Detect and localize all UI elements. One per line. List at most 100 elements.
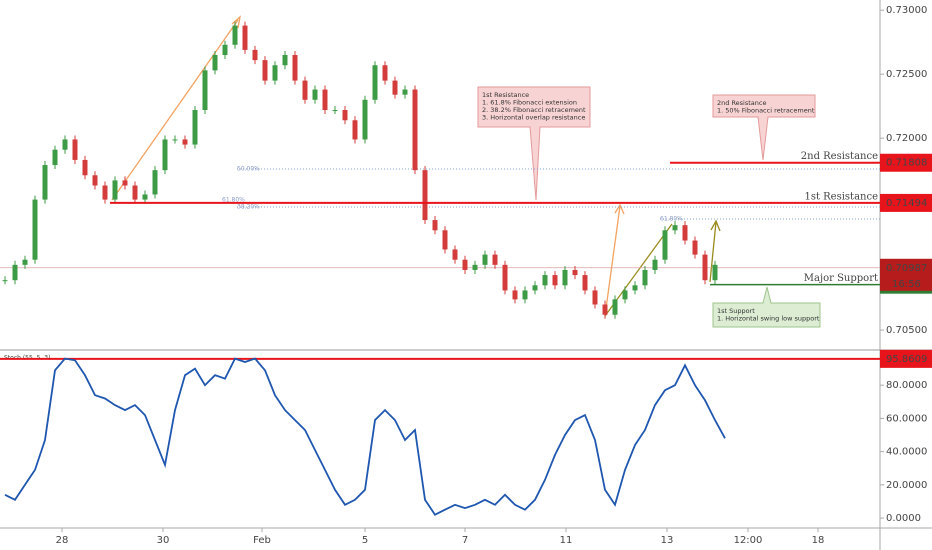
candle-body — [142, 194, 148, 200]
candle-body — [442, 230, 448, 250]
callout-box — [712, 94, 816, 161]
candle-body — [182, 139, 188, 145]
candle-body — [252, 49, 258, 61]
arrow-head — [614, 203, 625, 215]
candle-body — [62, 139, 68, 150]
candle-body — [72, 139, 78, 160]
countdown-label: 16:56 — [892, 279, 921, 290]
annotation-text: 1st Resistance — [482, 91, 529, 99]
candle-body — [472, 264, 478, 270]
candle-body — [32, 199, 38, 260]
x-tick-label: 18 — [812, 535, 825, 546]
annotation-text: 1. 61.8% Fibonacci extension — [482, 99, 577, 107]
candle-body — [152, 170, 158, 195]
candle-body — [352, 120, 358, 140]
annotation-text: 1. Horizontal swing low support — [717, 315, 820, 323]
candle-body — [622, 290, 628, 300]
candles — [2, 21, 718, 319]
candle-body — [652, 259, 658, 270]
x-tick-label: 7 — [462, 535, 468, 546]
candle-body — [492, 254, 498, 265]
x-tick-label: 12:00 — [734, 535, 763, 546]
candle-body — [602, 304, 608, 315]
candle-body — [162, 139, 168, 171]
level-tag — [880, 349, 932, 368]
candle-body — [402, 89, 408, 95]
level-value-label: 95.8609 — [886, 354, 927, 365]
level-value-label: 0.71494 — [886, 198, 927, 209]
annotation-text: 3. Horizontal overlap resistance — [482, 114, 585, 122]
candle-body — [522, 290, 528, 300]
fib-label: 61.80% — [222, 197, 245, 204]
level-name: 1st Resistance — [804, 191, 878, 202]
candle-body — [242, 25, 248, 50]
candle-body — [312, 89, 318, 100]
x-tick-label: Feb — [253, 535, 271, 546]
candle-body — [532, 285, 538, 291]
stoch-line — [4, 357, 726, 516]
candle-body — [392, 80, 398, 95]
candle-body — [262, 60, 268, 81]
candle-body — [82, 159, 88, 176]
candle-body — [42, 165, 48, 200]
candle-body — [132, 185, 138, 200]
y-tick-label: 60.0000 — [886, 413, 927, 424]
arrow — [709, 221, 717, 283]
candle-body — [692, 240, 698, 255]
candle-body — [642, 269, 648, 286]
annotation-text: 2nd Resistance — [717, 99, 766, 107]
y-tick-label: 0.0000 — [886, 513, 921, 524]
candle-body — [232, 25, 238, 45]
callout-box — [477, 86, 591, 201]
level-tag — [880, 193, 932, 212]
fib-label: 61.80% — [660, 216, 683, 223]
y-tick-label: 0.70500 — [886, 325, 927, 336]
candle-body — [342, 110, 348, 121]
candle-body — [332, 110, 338, 112]
candle-body — [2, 280, 8, 282]
candle-body — [432, 220, 438, 231]
level-name: Major Support — [804, 273, 878, 284]
x-tick-label: 5 — [362, 535, 368, 546]
candle-body — [102, 185, 108, 200]
y-tick-label: 80.0000 — [886, 380, 927, 391]
candle-body — [52, 149, 58, 166]
x-tick-label: 28 — [56, 535, 69, 546]
trend-arrows — [111, 15, 721, 317]
candle-body — [482, 254, 488, 265]
candle-body — [422, 170, 428, 221]
candle-body — [412, 89, 418, 171]
level-tag — [880, 153, 932, 172]
candle-body — [562, 269, 568, 286]
candle-body — [302, 80, 308, 100]
candle-body — [222, 44, 228, 56]
candle-body — [112, 180, 118, 200]
y-tick-label: 40.0000 — [886, 447, 927, 458]
candle-body — [292, 55, 298, 81]
y-tick-label: 20.0000 — [886, 480, 927, 491]
annotation-text: 1. 50% Fibonacci retracement — [717, 107, 815, 115]
candle-body — [452, 249, 458, 260]
fib-label: 50.00% — [237, 166, 260, 173]
candle-body — [372, 65, 378, 100]
candle-body — [612, 299, 618, 315]
candle-body — [502, 264, 508, 291]
arrow — [111, 19, 239, 201]
candle-body — [572, 269, 578, 276]
candle-body — [172, 139, 178, 141]
arrow — [604, 205, 621, 317]
candle-body — [12, 264, 18, 281]
candle-body — [22, 259, 28, 265]
candle-body — [272, 65, 278, 81]
candle-body — [542, 275, 548, 286]
candle-body — [322, 89, 328, 111]
y-tick-label: 0.73000 — [886, 5, 927, 16]
candle-body — [202, 70, 208, 111]
candle-body — [512, 290, 518, 300]
annotation-text: 2. 38.2% Fibonacci retracement — [482, 106, 586, 114]
candle-body — [682, 225, 688, 241]
x-tick-label: 11 — [560, 535, 573, 546]
